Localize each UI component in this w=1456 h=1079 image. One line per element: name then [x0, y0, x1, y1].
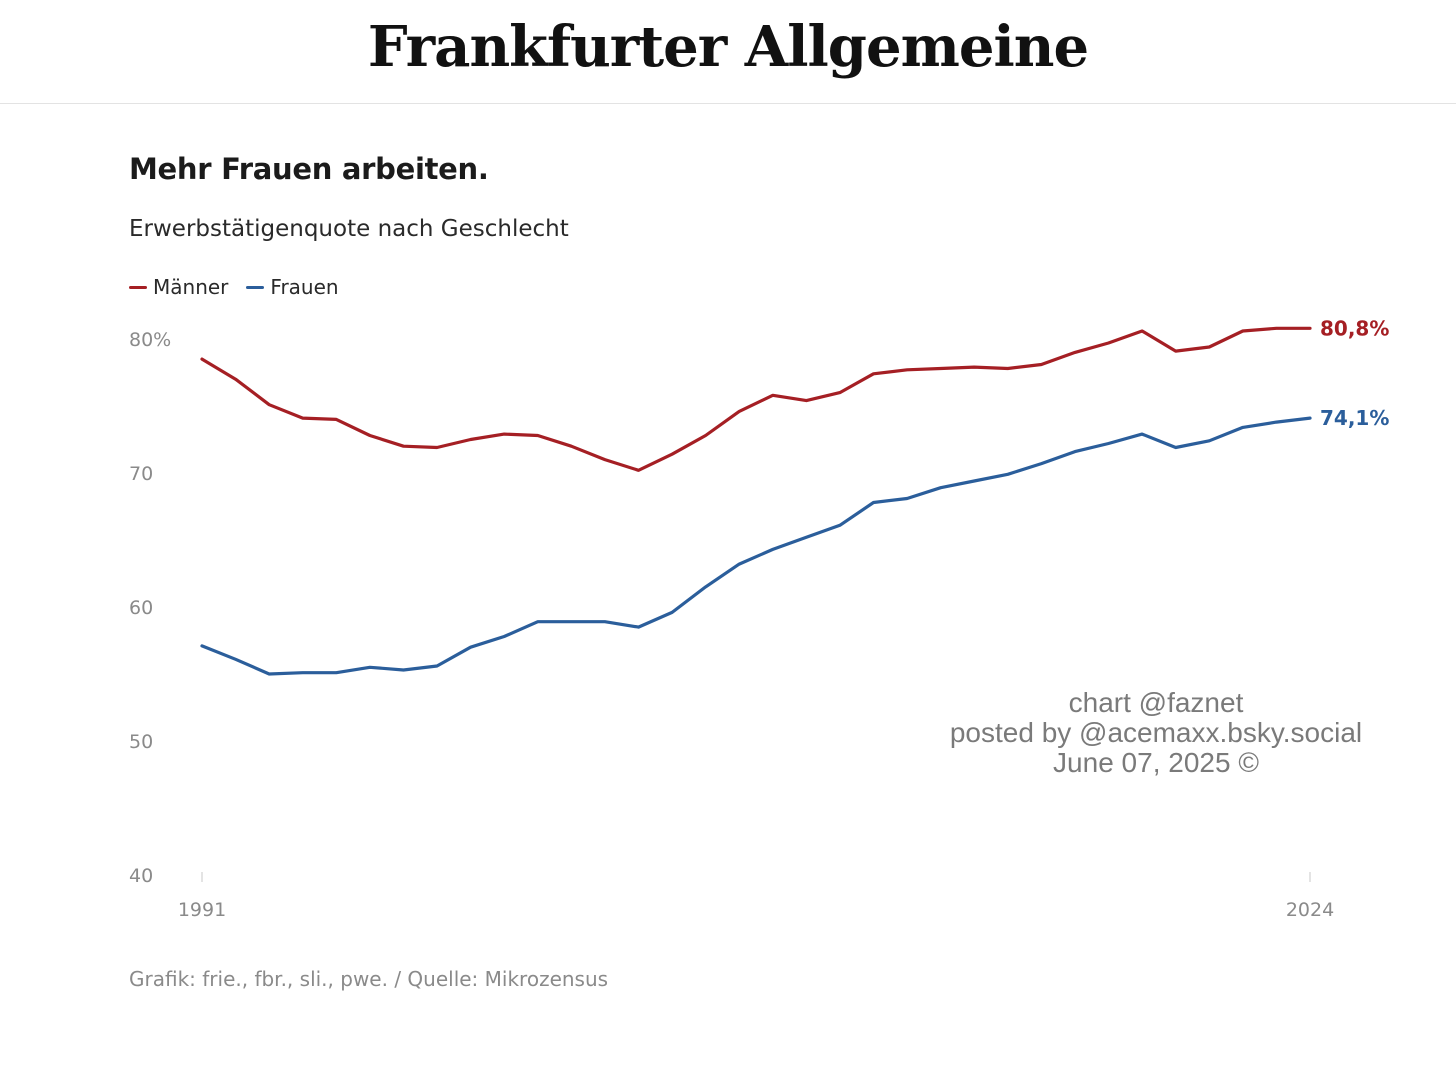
chart-source: Grafik: frie., fbr., sli., pwe. / Quelle…: [129, 967, 609, 991]
y-tick-label-40: 40: [129, 865, 153, 887]
legend-item-maenner: Männer: [129, 275, 228, 299]
y-tick-label-70: 70: [129, 463, 153, 485]
watermark-line-3: June 07, 2025 ©: [1053, 747, 1259, 778]
series-line-frauen: [200, 416, 1312, 676]
end-label-frauen: 74,1%: [1320, 406, 1389, 430]
watermark: chart @faznet posted by @acemaxx.bsky.so…: [880, 688, 1432, 778]
watermark-line-2: posted by @acemaxx.bsky.social: [949, 717, 1363, 748]
y-tick-label-50: 50: [129, 731, 153, 753]
chart-title: Mehr Frauen arbeiten.: [129, 152, 489, 186]
x-tick-label-2024: 2024: [1286, 899, 1334, 921]
legend: Männer Frauen: [129, 274, 357, 300]
y-tick-label-60: 60: [129, 597, 153, 619]
legend-label-frauen: Frauen: [270, 275, 339, 299]
masthead-logo[interactable]: Frankfurter Allgemeine: [367, 14, 1089, 80]
chart-subtitle: Erwerbstätigenquote nach Geschlecht: [129, 216, 569, 242]
legend-swatch-frauen: [246, 285, 265, 289]
legend-swatch-maenner: [129, 285, 147, 289]
legend-label-maenner: Männer: [153, 275, 229, 299]
y-tick-label-80: 80%: [129, 329, 171, 351]
legend-item-frauen: Frauen: [246, 275, 339, 299]
masthead: Frankfurter Allgemeine: [0, 0, 1456, 104]
series-line-maenner: [200, 326, 1312, 472]
x-tick-label-1991: 1991: [178, 899, 226, 921]
watermark-line-1: chart @faznet: [1068, 687, 1244, 718]
end-label-maenner: 80,8%: [1320, 316, 1389, 340]
